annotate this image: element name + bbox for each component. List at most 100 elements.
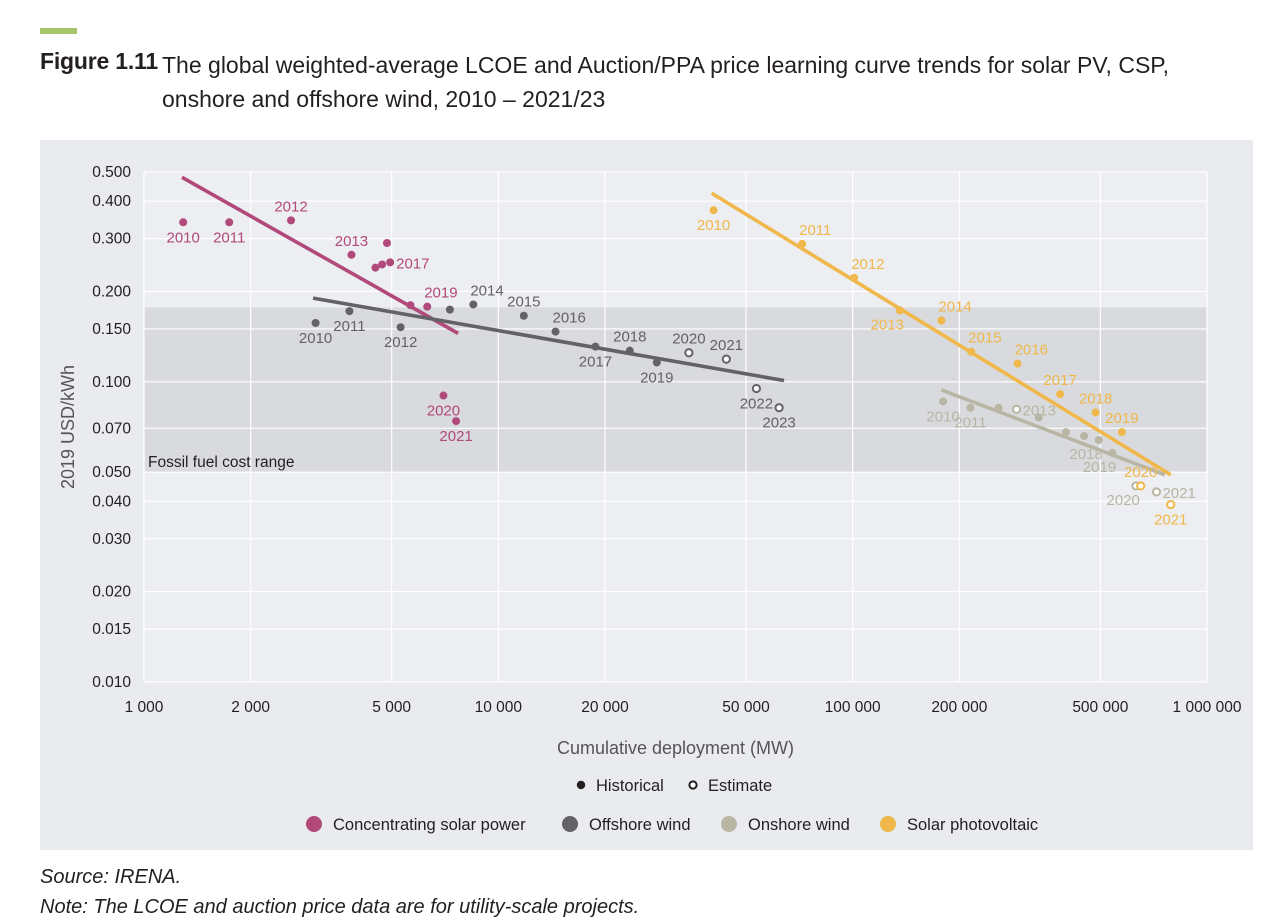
trend-line [710, 191, 1172, 477]
data-point-estimate [774, 403, 784, 413]
data-label: 2016 [553, 310, 586, 327]
data-point [406, 301, 415, 310]
data-label: 2015 [968, 330, 1001, 347]
data-point [382, 239, 391, 248]
data-point [439, 391, 448, 400]
data-point [895, 306, 904, 315]
data-point [709, 206, 718, 215]
x-tick-label: 500 000 [1072, 699, 1128, 716]
data-label: 2019 [1105, 410, 1138, 427]
data-point [939, 397, 948, 406]
x-tick-label: 20 000 [581, 699, 629, 716]
legend-marker-label: Estimate [708, 777, 772, 795]
y-tick-label: 0.020 [92, 584, 131, 601]
y-tick-label: 0.070 [92, 420, 131, 437]
data-point [179, 218, 188, 227]
data-label: 2018 [613, 329, 646, 346]
data-label: 2021 [439, 428, 472, 445]
data-point-estimate [721, 354, 731, 364]
data-point [225, 218, 234, 227]
data-point [445, 305, 454, 314]
data-point [469, 300, 478, 309]
data-label: 2017 [1043, 372, 1076, 389]
data-point [966, 403, 975, 412]
legend-series-label: Concentrating solar power [333, 816, 526, 834]
data-point-estimate [751, 383, 762, 394]
data-point [1094, 435, 1103, 444]
data-label: 2017 [396, 255, 429, 272]
y-tick-label: 0.150 [92, 321, 131, 338]
legend-series-label: Onshore wind [748, 816, 850, 834]
data-point [378, 260, 387, 269]
data-point-estimate [1166, 499, 1176, 510]
data-point [287, 216, 296, 225]
data-point [798, 239, 807, 248]
data-label: 2016 [1015, 342, 1048, 359]
data-label: 2013 [335, 233, 368, 250]
learning-curve-chart: 0.500 0.400 0.300 0.200 0.150 0.100 0.070 0.050… [58, 164, 1242, 834]
data-label: 2020 [1124, 464, 1157, 481]
data-label: 2020 [1107, 492, 1140, 509]
legend-swatch [562, 816, 578, 832]
data-point [386, 258, 395, 267]
x-tick-label: 100 000 [825, 699, 881, 716]
data-point [1056, 390, 1065, 399]
legend-marker-label: Historical [596, 777, 664, 795]
x-tick-label: 1 000 000 [1173, 699, 1242, 716]
data-note: Note: The LCOE and auction price data ar… [40, 896, 640, 918]
y-tick-label: 0.400 [92, 193, 131, 210]
y-tick-label: 0.500 [92, 164, 131, 181]
data-label: 2018 [1079, 391, 1112, 408]
x-tick-label: 50 000 [722, 699, 770, 716]
trend-line [940, 388, 1166, 477]
y-tick-label: 0.100 [92, 374, 131, 391]
data-label: 2010 [926, 408, 959, 425]
data-point [311, 319, 320, 328]
data-point [1061, 428, 1070, 437]
data-label: 2011 [954, 415, 986, 432]
data-point [625, 346, 634, 355]
legend-swatch [306, 816, 322, 832]
data-label: 2014 [470, 282, 503, 299]
accent-bar [40, 28, 77, 34]
trend-line [312, 296, 785, 383]
data-label: 2011 [213, 229, 245, 246]
data-point [1108, 448, 1117, 457]
data-label: 2019 [640, 369, 673, 386]
data-point [850, 273, 859, 282]
data-label: 2018 [1069, 446, 1102, 463]
data-label: 2021 [710, 337, 743, 354]
legend-historical-marker [576, 780, 586, 790]
legend-series-label: Offshore wind [589, 816, 691, 834]
x-tick-label: 200 000 [931, 699, 987, 716]
data-point [652, 358, 661, 367]
data-point [396, 323, 405, 332]
x-tick-label: 10 000 [475, 699, 523, 716]
x-tick-label: 2 000 [231, 699, 270, 716]
data-label: 2014 [938, 299, 971, 316]
data-label: 2011 [333, 318, 365, 335]
data-point [937, 316, 946, 325]
figure-label: Figure 1.11 [40, 48, 158, 74]
data-point [967, 347, 976, 356]
data-label: 2023 [762, 415, 795, 432]
data-label: 2019 [424, 285, 457, 302]
data-label: 2010 [299, 330, 332, 347]
data-point [452, 417, 461, 426]
data-label: 2015 [507, 294, 540, 311]
legend-swatch [721, 816, 737, 832]
data-point [591, 342, 600, 351]
data-point [1034, 413, 1043, 422]
y-tick-label: 0.300 [92, 231, 131, 248]
data-label: 2012 [851, 256, 884, 273]
data-point-estimate [1136, 481, 1146, 491]
data-point [371, 263, 380, 272]
y-tick-label: 0.040 [92, 493, 131, 510]
data-point [519, 311, 528, 320]
data-point [994, 403, 1003, 412]
data-point [1013, 359, 1022, 368]
data-label: 2020 [672, 331, 705, 348]
data-point [347, 250, 356, 259]
data-label: 2010 [166, 229, 199, 246]
y-tick-label: 0.200 [92, 283, 131, 300]
